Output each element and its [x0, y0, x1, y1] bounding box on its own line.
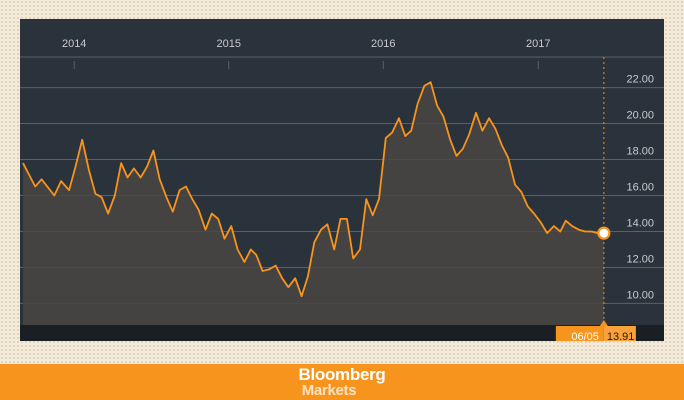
series-line	[22, 81, 604, 298]
x-tick-label: 2016	[371, 38, 395, 50]
price-chart: 2014 2015 2016 2017 10.00 12.00 14.00 16.00 18.…	[20, 19, 664, 341]
y-tick-label: 20.00	[626, 110, 654, 122]
y-tick-label: 22.00	[626, 74, 654, 86]
series-area	[22, 81, 604, 325]
x-tick-label: 2014	[62, 38, 86, 50]
y-tick-label: 12.00	[626, 253, 654, 265]
bottom-band	[20, 325, 664, 341]
last-point: 06/05 13.91	[555, 57, 636, 341]
series-area-fill	[23, 82, 604, 325]
brand-name: Bloomberg	[298, 364, 386, 384]
y-axis: 10.00 12.00 14.00 16.00 18.00 20.00 22.00	[626, 74, 654, 302]
y-tick-label: 14.00	[626, 217, 654, 229]
y-tick-label: 18.00	[626, 146, 654, 158]
x-tick-label: 2015	[216, 38, 240, 50]
y-tick-label: 10.00	[626, 289, 654, 301]
brand-product: Markets	[301, 381, 357, 399]
brand-footer: Bloomberg Markets	[0, 364, 684, 400]
last-value-label: 13.91	[607, 331, 635, 341]
last-value-box	[603, 326, 636, 341]
year-axis: 2014 2015 2016 2017	[20, 38, 664, 69]
last-date-box	[555, 326, 604, 341]
last-point-marker	[597, 226, 611, 240]
bottom-band-rect	[20, 325, 664, 341]
x-tick-label: 2017	[526, 38, 550, 50]
last-point-pointer	[599, 320, 608, 326]
last-date-label: 06/05	[571, 331, 599, 341]
y-tick-label: 16.00	[626, 181, 654, 193]
chart-container: 2014 2015 2016 2017 10.00 12.00 14.00 16.00 18.…	[20, 19, 664, 341]
